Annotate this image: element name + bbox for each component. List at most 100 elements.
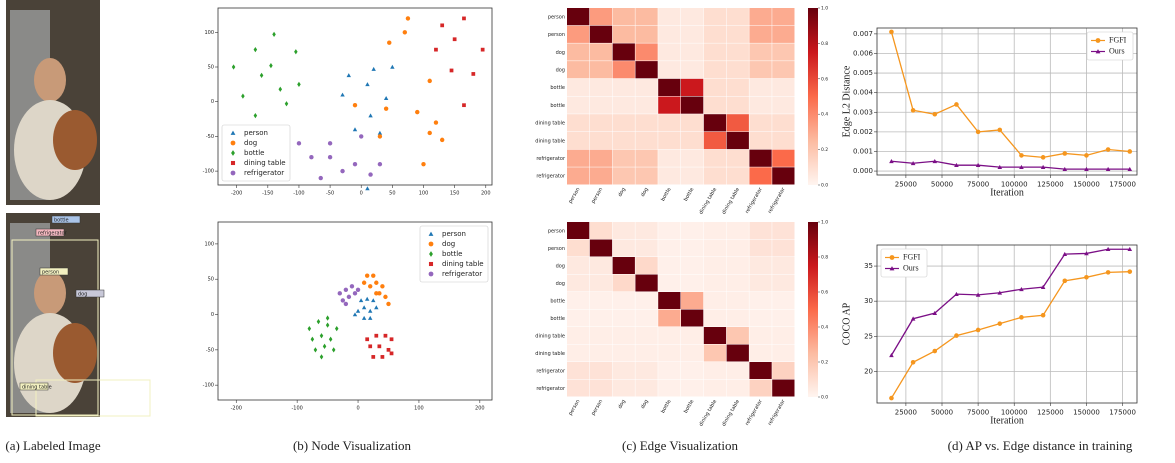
row-label: refrigerator xyxy=(536,156,566,162)
point xyxy=(976,130,981,135)
cell xyxy=(772,61,794,78)
point xyxy=(462,17,466,21)
cell xyxy=(567,380,589,397)
cell xyxy=(635,380,657,397)
cell xyxy=(704,292,726,309)
col-label: dog xyxy=(617,187,627,198)
point xyxy=(378,134,382,138)
cell xyxy=(567,43,589,60)
point xyxy=(374,291,378,295)
legend-label: person xyxy=(442,230,466,238)
point xyxy=(932,349,937,354)
cell xyxy=(704,222,726,239)
cell xyxy=(772,240,794,257)
cell xyxy=(704,240,726,257)
point xyxy=(338,291,342,295)
cell xyxy=(635,97,657,114)
cell xyxy=(749,8,771,25)
y-tick-label: 0.001 xyxy=(853,147,873,155)
cell xyxy=(658,43,680,60)
cell xyxy=(727,222,749,239)
point xyxy=(356,288,360,292)
cell xyxy=(658,240,680,257)
point xyxy=(390,352,394,356)
row-label: dining table xyxy=(535,121,565,127)
x-tick-label: 0 xyxy=(356,406,359,412)
colorbar-label: 1.0 xyxy=(821,220,828,226)
y-tick-label: 30 xyxy=(864,297,873,305)
cell xyxy=(704,132,726,149)
cell xyxy=(681,167,703,184)
cell xyxy=(613,345,635,362)
col-label: person xyxy=(568,399,582,417)
legend-label: Ours xyxy=(1109,46,1125,55)
point xyxy=(319,176,323,180)
cell xyxy=(567,362,589,379)
legend-marker xyxy=(429,262,433,266)
col-label: dining table xyxy=(721,399,741,428)
col-label: dining table xyxy=(698,399,718,428)
point xyxy=(1019,153,1024,158)
colorbar-label: 1.0 xyxy=(821,6,828,12)
cell xyxy=(613,327,635,344)
image-label: bottle xyxy=(54,217,69,223)
row-label: refrigerator xyxy=(536,386,566,392)
cell xyxy=(749,97,771,114)
x-axis-label: Iteration xyxy=(990,415,1024,426)
cell xyxy=(590,240,612,257)
cell xyxy=(590,362,612,379)
cell xyxy=(727,132,749,149)
col-label: refrigerator xyxy=(744,186,764,215)
col-label: refrigerator xyxy=(744,398,764,427)
cell xyxy=(727,275,749,292)
cell xyxy=(727,380,749,397)
caption: (c) Edge Visualization xyxy=(622,438,738,453)
cell xyxy=(590,26,612,43)
point xyxy=(997,128,1002,133)
point xyxy=(368,172,372,176)
legend-label: bottle xyxy=(442,250,462,258)
cell xyxy=(749,240,771,257)
cell xyxy=(567,61,589,78)
cell xyxy=(567,345,589,362)
point xyxy=(406,16,410,20)
point xyxy=(347,73,351,77)
cell xyxy=(681,362,703,379)
legend-label: bottle xyxy=(244,149,264,157)
cell xyxy=(681,132,703,149)
y-tick-label: 0.002 xyxy=(853,128,873,136)
image-label: refrigerator xyxy=(38,230,68,236)
cell xyxy=(704,327,726,344)
row-label: dining table xyxy=(535,138,565,144)
row-label: refrigerator xyxy=(536,174,566,180)
point xyxy=(954,333,959,338)
cell xyxy=(567,222,589,239)
point xyxy=(390,65,394,69)
point xyxy=(368,309,372,313)
x-tick-label: 50000 xyxy=(931,409,953,417)
cell xyxy=(772,150,794,167)
point xyxy=(889,396,894,401)
x-tick-label: 50 xyxy=(389,191,395,197)
point xyxy=(1041,313,1046,318)
cell xyxy=(567,257,589,274)
y-tick-label: 100 xyxy=(204,241,214,247)
figure: (a) Labeled Image(b) Node Visualization(… xyxy=(0,0,1175,463)
point xyxy=(341,298,345,302)
cell xyxy=(635,43,657,60)
cell xyxy=(749,132,771,149)
x-tick-label: -200 xyxy=(231,191,242,197)
cell xyxy=(772,26,794,43)
cell xyxy=(681,26,703,43)
cell xyxy=(681,222,703,239)
cell xyxy=(590,345,612,362)
cell xyxy=(658,61,680,78)
cell xyxy=(772,8,794,25)
point xyxy=(350,284,354,288)
cell xyxy=(727,257,749,274)
photo-top xyxy=(6,0,100,205)
cell xyxy=(772,43,794,60)
cell xyxy=(749,26,771,43)
colorbar-label: 0.0 xyxy=(821,395,828,401)
point xyxy=(377,344,381,348)
